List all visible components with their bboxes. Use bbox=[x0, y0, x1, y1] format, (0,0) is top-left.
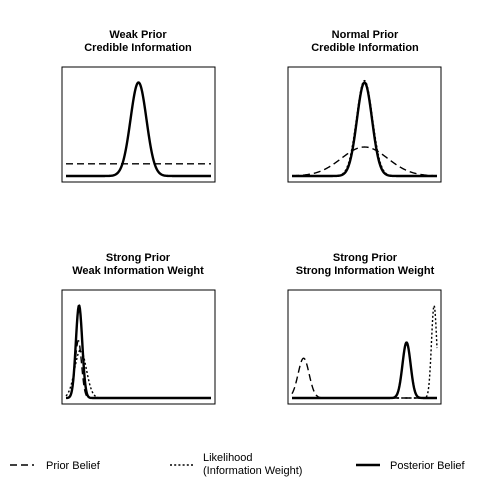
posterior-curve bbox=[65, 304, 212, 400]
legend-label: Posterior Belief bbox=[390, 460, 466, 472]
panel-title: Strong Prior Weak Information Weight bbox=[72, 252, 204, 277]
legend-item-solid: Posterior Belief bbox=[356, 460, 466, 472]
panel-title-line1: Weak Prior bbox=[109, 29, 167, 41]
posterior-curve bbox=[65, 81, 212, 178]
prior-curve bbox=[291, 146, 438, 177]
panel-frame bbox=[61, 66, 216, 183]
legend-label: Prior Belief bbox=[46, 460, 101, 472]
legend-label-line1: Prior Belief bbox=[46, 460, 101, 472]
panel-2: Normal Prior Credible Information bbox=[287, 29, 442, 183]
panel-title-line1: Strong Prior bbox=[333, 252, 398, 264]
legend-label-line1: Likelihood bbox=[203, 452, 253, 464]
legend-item-dashed: Prior Belief bbox=[10, 460, 101, 472]
legend-label: Likelihood (Information Weight) bbox=[203, 452, 302, 477]
panel-4: Strong Prior Strong Information Weight bbox=[287, 252, 442, 405]
prior-curve bbox=[65, 339, 211, 399]
panel-frame bbox=[287, 289, 442, 405]
panel-title-line2: Strong Information Weight bbox=[296, 265, 435, 277]
panel-title-line2: Credible Information bbox=[84, 42, 192, 54]
panel-title: Normal Prior Credible Information bbox=[311, 29, 419, 54]
panel-frame bbox=[287, 66, 442, 183]
likelihood-curve bbox=[292, 79, 437, 177]
panel-title: Strong Prior Strong Information Weight bbox=[296, 252, 435, 277]
legend: Prior Belief Likelihood (Information Weigh… bbox=[10, 452, 466, 477]
legend-label-line1: Posterior Belief bbox=[390, 460, 466, 472]
legend-label-line2: (Information Weight) bbox=[203, 465, 302, 477]
legend-item-dotted: Likelihood (Information Weight) bbox=[170, 452, 302, 477]
panel-title-line2: Credible Information bbox=[311, 42, 419, 54]
panel-title: Weak Prior Credible Information bbox=[84, 29, 192, 54]
panel-3: Strong Prior Weak Information Weight bbox=[61, 252, 216, 405]
panel-frame bbox=[61, 289, 216, 405]
posterior-curve bbox=[291, 341, 438, 400]
likelihood-curve bbox=[292, 303, 438, 399]
posterior-curve bbox=[291, 81, 438, 178]
likelihood-curve bbox=[65, 349, 211, 399]
panel-1: Weak Prior Credible Information bbox=[61, 29, 216, 183]
panel-title-line1: Strong Prior bbox=[106, 252, 171, 264]
panel-title-line2: Weak Information Weight bbox=[72, 265, 204, 277]
panel-title-line1: Normal Prior bbox=[332, 29, 399, 41]
